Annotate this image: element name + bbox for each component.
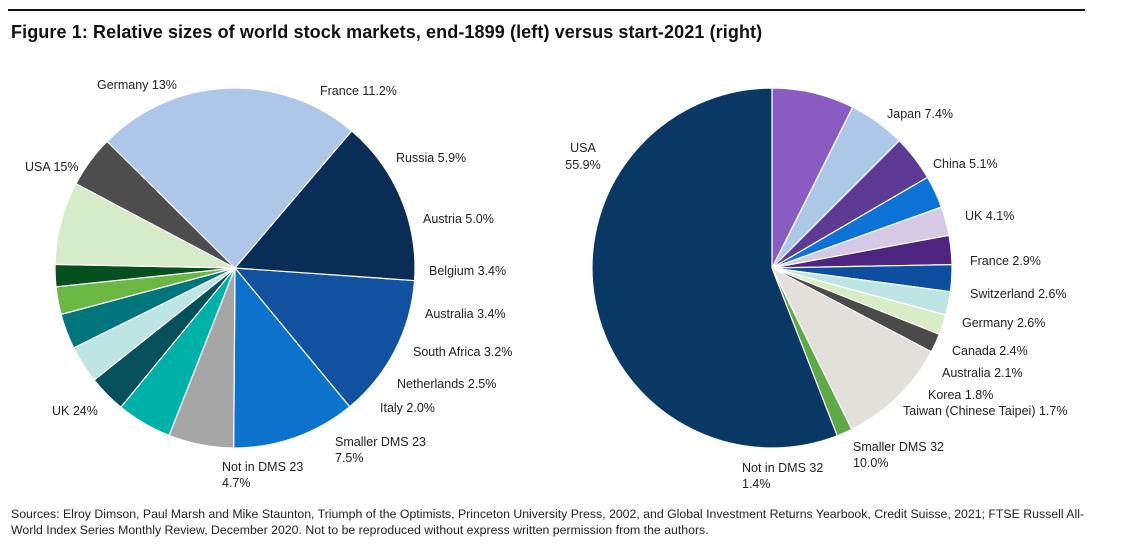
slice-label-end-1899-not-in-dms-23: Not in DMS 23 4.7% xyxy=(222,460,303,490)
slice-label-start-2021-smaller-dms-32: Smaller DMS 32 10.0% xyxy=(853,440,944,470)
slice-label-start-2021-canada: Canada 2.4% xyxy=(952,344,1028,358)
slice-label-start-2021-japan: Japan 7.4% xyxy=(887,107,953,121)
sources-footnote: Sources: Elroy Dimson, Paul Marsh and Mi… xyxy=(11,507,1085,537)
slice-label-end-1899-germany: Germany 13% xyxy=(97,78,177,92)
pie-chart-start-2021 xyxy=(591,87,953,449)
slice-label-end-1899-netherlands: Netherlands 2.5% xyxy=(397,377,496,391)
pie-slice-end-1899-germany xyxy=(234,267,416,408)
slice-label-start-2021-uk: UK 4.1% xyxy=(965,209,1014,223)
pie-slice-end-1899-usa xyxy=(234,130,416,282)
pie-slice-end-1899-france xyxy=(233,267,351,449)
slice-label-end-1899-italy: Italy 2.0% xyxy=(380,401,435,415)
slice-label-end-1899-austria: Austria 5.0% xyxy=(423,212,494,226)
slice-label-end-1899-uk: UK 24% xyxy=(52,404,98,418)
pie-slice-start-2021-smaller-dms-32 xyxy=(771,267,932,430)
slice-label-start-2021-switzerland: Switzerland 2.6% xyxy=(970,287,1067,301)
slice-label-start-2021-usa: USA 55.9% xyxy=(565,141,600,172)
pie-slice-end-1899-uk xyxy=(106,87,353,269)
slice-label-start-2021-france: France 2.9% xyxy=(970,254,1041,268)
slice-label-start-2021-australia: Australia 2.1% xyxy=(942,366,1023,380)
slice-label-start-2021-china: China 5.1% xyxy=(933,157,998,171)
slice-label-start-2021-taiwan-chinese-taipei: Taiwan (Chinese Taipei) 1.7% xyxy=(903,404,1067,418)
slice-label-end-1899-russia: Russia 5.9% xyxy=(396,151,466,165)
slice-label-start-2021-germany: Germany 2.6% xyxy=(962,316,1045,330)
pie-slice-start-2021-usa xyxy=(591,87,838,449)
slice-label-end-1899-smaller-dms-23: Smaller DMS 23 7.5% xyxy=(335,435,426,465)
figure-title: Figure 1: Relative sizes of world stock … xyxy=(11,22,763,42)
slice-label-start-2021-korea: Korea 1.8% xyxy=(928,388,993,402)
slice-label-end-1899-usa: USA 15% xyxy=(25,160,79,174)
slice-label-end-1899-south-africa: South Africa 3.2% xyxy=(413,345,512,359)
slice-label-end-1899-australia: Australia 3.4% xyxy=(425,307,506,321)
pie-chart-end-1899 xyxy=(54,87,416,449)
top-rule xyxy=(8,9,1085,11)
slice-label-end-1899-belgium: Belgium 3.4% xyxy=(429,264,506,278)
slice-label-end-1899-france: France 11.2% xyxy=(320,84,397,98)
slice-label-start-2021-not-in-dms-32: Not in DMS 32 1.4% xyxy=(742,461,823,491)
